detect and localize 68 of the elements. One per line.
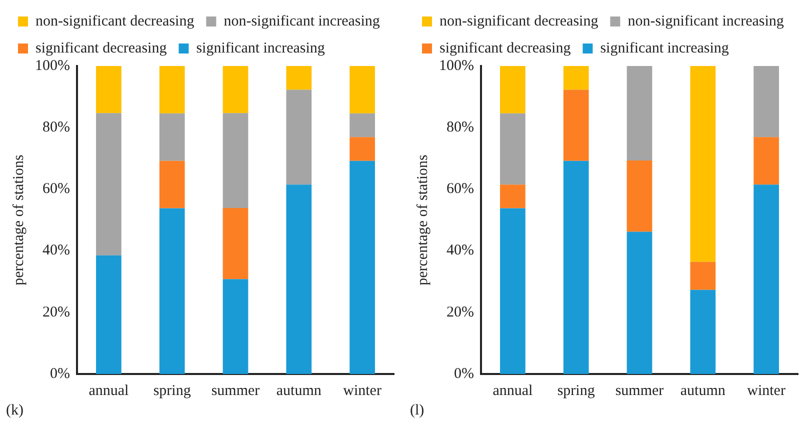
y-tick-label: 60% <box>42 181 70 198</box>
bar <box>563 90 589 161</box>
y-tick-label: 0% <box>454 366 474 382</box>
legend-label: non-significant increasing <box>628 13 784 30</box>
bar <box>626 232 652 374</box>
legend-label: non-significant decreasing <box>36 13 195 30</box>
legend-label: non-significant decreasing <box>440 13 599 30</box>
bar <box>350 113 375 138</box>
bar <box>626 66 652 161</box>
bar <box>286 90 312 185</box>
y-tick-label: 60% <box>446 181 474 198</box>
bar <box>96 255 122 374</box>
bar <box>350 137 375 161</box>
legend-label: significant decreasing <box>440 40 572 56</box>
bar <box>222 279 248 374</box>
bar <box>754 137 779 185</box>
x-tick-label: summer <box>615 382 664 399</box>
x-tick-label: spring <box>557 382 596 399</box>
bar <box>96 66 122 114</box>
bar <box>500 113 526 185</box>
x-tick-label: autumn <box>680 382 726 399</box>
x-tick-label: autumn <box>276 382 322 399</box>
legend-label: significant increasing <box>600 40 730 56</box>
legend-label: significant decreasing <box>36 40 168 56</box>
y-tick-label: 0% <box>50 366 70 382</box>
bar <box>286 184 312 374</box>
x-tick-label: annual <box>88 382 129 399</box>
bar <box>222 113 248 208</box>
x-tick-label: summer <box>211 382 260 399</box>
bar <box>159 66 185 114</box>
y-tick-label: 40% <box>446 242 474 259</box>
bar <box>563 66 589 90</box>
bar <box>350 66 375 114</box>
y-tick-label: 20% <box>446 304 474 320</box>
bar <box>754 184 779 374</box>
x-tick-label: annual <box>492 382 533 399</box>
legend-label: significant increasing <box>196 40 326 56</box>
bar <box>563 160 589 374</box>
y-tick-label: 80% <box>42 120 70 136</box>
bar <box>222 66 248 114</box>
text: (l) <box>410 402 424 418</box>
bar <box>626 160 652 232</box>
y-tick-label: 80% <box>446 120 474 136</box>
bar <box>159 208 185 374</box>
bar <box>159 160 185 208</box>
legend-label: non-significant increasing <box>224 13 380 30</box>
bar <box>159 113 185 161</box>
bar <box>222 208 248 280</box>
bar <box>690 290 716 374</box>
bar <box>286 66 312 90</box>
bar <box>500 66 526 114</box>
bar <box>500 208 526 374</box>
bar <box>690 66 716 262</box>
x-tick-label: winter <box>343 382 382 399</box>
x-tick-label: spring <box>153 382 192 399</box>
y-tick-label: 100% <box>438 58 474 74</box>
text: (k) <box>6 402 24 418</box>
y-axis-title: percentage of stations <box>10 154 27 286</box>
bar <box>350 160 375 374</box>
bar <box>690 262 716 290</box>
bar <box>96 113 122 256</box>
x-tick-label: winter <box>747 382 786 399</box>
y-tick-label: 40% <box>42 242 70 259</box>
y-tick-label: 100% <box>34 58 70 74</box>
bar <box>500 184 526 208</box>
y-tick-label: 20% <box>42 304 70 320</box>
y-axis-title: percentage of stations <box>414 154 431 286</box>
bar <box>754 66 779 138</box>
